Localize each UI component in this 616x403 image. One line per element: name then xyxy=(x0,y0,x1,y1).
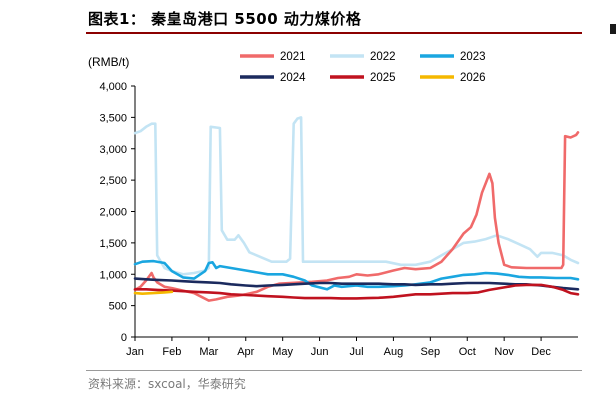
x-tick-label: Mar xyxy=(199,346,218,358)
x-tick-label: Aug xyxy=(384,346,404,358)
series-line-2023 xyxy=(133,259,580,291)
series-line-2022 xyxy=(133,116,580,276)
series-lines xyxy=(133,116,580,302)
footer-divider xyxy=(86,370,582,371)
y-tick-label: 4,000 xyxy=(99,81,127,93)
series-line-2025 xyxy=(133,283,580,300)
adjacent-panel-edge xyxy=(610,24,616,34)
y-tick-label: 2,500 xyxy=(99,175,127,187)
legend-label-2022: 2022 xyxy=(370,51,396,63)
legend: 2021 2022 2023 2024 2025 2026 xyxy=(240,51,486,84)
source-note: 资料来源：sxcoal，华泰研究 xyxy=(88,377,246,391)
x-tick-label: Jun xyxy=(311,346,329,358)
x-tick-label: Sep xyxy=(421,346,441,358)
series-line-2024 xyxy=(133,277,580,291)
x-tick-label: Nov xyxy=(494,346,514,358)
y-tick-label: 3,000 xyxy=(99,144,127,156)
y-axis-ticks: 0 500 1,000 1,500 2,000 2,500 3,000 3,500 4,000 xyxy=(99,81,135,344)
x-tick-label: Jul xyxy=(349,346,363,358)
y-tick-label: 500 xyxy=(109,301,127,313)
legend-label-2024: 2024 xyxy=(280,72,306,84)
y-tick-label: 1,500 xyxy=(99,238,127,250)
x-tick-label: May xyxy=(272,346,293,358)
x-tick-label: Oct xyxy=(459,346,476,358)
y-tick-label: 2,000 xyxy=(99,207,127,219)
y-tick-label: 0 xyxy=(121,332,127,344)
page-title: 图表1： 秦皇岛港口 5500 动力煤价格 xyxy=(88,10,362,28)
legend-label-2026: 2026 xyxy=(460,72,486,84)
x-tick-label: Jan xyxy=(126,346,144,358)
y-axis-unit-label: (RMB/t) xyxy=(88,55,129,69)
y-tick-label: 3,500 xyxy=(99,112,127,124)
y-tick-label: 1,000 xyxy=(99,269,127,281)
legend-label-2023: 2023 xyxy=(460,51,486,63)
x-tick-label: Apr xyxy=(237,346,254,358)
series-line-2026 xyxy=(133,290,174,295)
x-tick-label: Dec xyxy=(531,346,551,358)
legend-label-2021: 2021 xyxy=(280,51,306,63)
title-divider xyxy=(86,32,582,34)
x-axis-ticks: Jan Feb Mar Apr May Jun Jul Aug Sep Oct Nov Dec xyxy=(126,337,551,358)
legend-label-2025: 2025 xyxy=(370,72,396,84)
x-tick-label: Feb xyxy=(162,346,181,358)
